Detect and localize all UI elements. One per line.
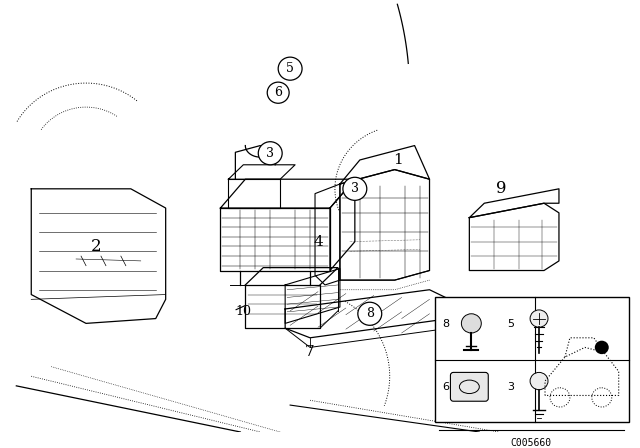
- Text: 10: 10: [236, 306, 252, 319]
- Text: 5: 5: [286, 62, 294, 75]
- Circle shape: [278, 57, 302, 80]
- Text: 3: 3: [507, 382, 514, 392]
- Text: 3: 3: [266, 147, 274, 160]
- Circle shape: [530, 310, 548, 327]
- Text: C005660: C005660: [511, 438, 552, 448]
- Text: 8: 8: [442, 319, 449, 329]
- Circle shape: [259, 142, 282, 165]
- Text: 3: 3: [351, 182, 359, 195]
- Text: 5: 5: [507, 319, 514, 329]
- Text: 6: 6: [274, 86, 282, 99]
- FancyBboxPatch shape: [451, 372, 488, 401]
- Circle shape: [358, 302, 381, 325]
- Circle shape: [530, 372, 548, 390]
- Circle shape: [343, 177, 367, 200]
- Text: 1: 1: [393, 153, 403, 167]
- Bar: [435, 297, 628, 422]
- Text: 9: 9: [496, 180, 506, 197]
- Circle shape: [461, 314, 481, 333]
- Text: 2: 2: [91, 238, 101, 255]
- Text: 8: 8: [366, 307, 374, 320]
- Text: 7: 7: [305, 345, 315, 359]
- Circle shape: [268, 82, 289, 103]
- Text: 6: 6: [442, 382, 449, 392]
- Circle shape: [595, 340, 609, 354]
- Text: 4: 4: [313, 235, 323, 249]
